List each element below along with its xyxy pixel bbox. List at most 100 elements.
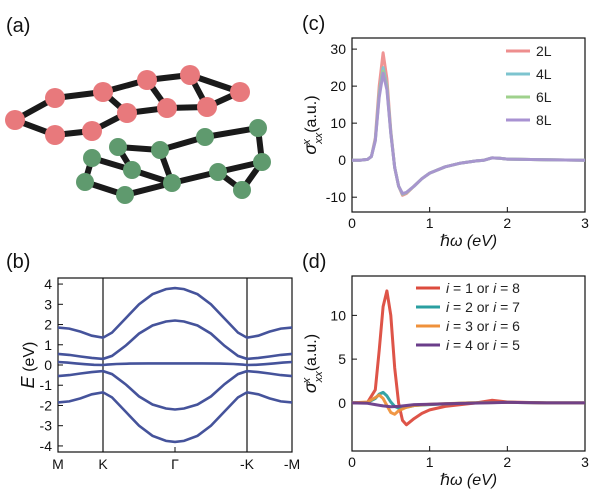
y-tick-label: 2 bbox=[44, 317, 52, 333]
legend-label-part: i bbox=[493, 299, 497, 315]
panel-label-b: (b) bbox=[6, 251, 30, 273]
legend-label: 2L bbox=[536, 43, 552, 59]
legend: 2L 4L 6L 8L bbox=[506, 43, 552, 128]
legend-label-part: = 2 or bbox=[449, 299, 493, 315]
x-tick-label: 0 bbox=[348, 454, 356, 470]
legend-label-part: i bbox=[446, 337, 450, 353]
y-tick-label: 10 bbox=[330, 115, 346, 131]
panel-label-a: (a) bbox=[6, 15, 30, 37]
y-tick-label: -4 bbox=[40, 438, 53, 454]
legend-label-part: i bbox=[493, 318, 497, 334]
y-axis-label: E (eV) bbox=[18, 342, 38, 389]
y-axis-subscript: xx bbox=[313, 132, 325, 145]
carbon-atom-bottom bbox=[196, 128, 214, 146]
legend-label-part: i bbox=[446, 318, 450, 334]
bilayer-lattice-illustration bbox=[5, 65, 271, 204]
carbon-atom-bottom bbox=[209, 163, 227, 181]
carbon-atom-top bbox=[137, 70, 157, 90]
x-tick-label: 1 bbox=[426, 215, 434, 231]
x-tick-label: 3 bbox=[581, 215, 589, 231]
carbon-atom-bottom bbox=[76, 173, 94, 191]
y-axis-symbol: σ bbox=[300, 143, 320, 155]
band-structure-chart: 4 3 2 1 0 -1 -2 -3 -4 M K Γ -K -M E (eV) bbox=[18, 276, 300, 472]
band-line bbox=[57, 369, 293, 411]
x-tick-label: Γ bbox=[171, 456, 179, 472]
panel-label-c: (c) bbox=[302, 13, 325, 35]
legend-label-part: = 6 bbox=[496, 318, 520, 334]
legend-label: i = 1 or i = 8 bbox=[446, 280, 520, 296]
y-tick-label: 30 bbox=[330, 41, 346, 57]
y-tick-label: 3 bbox=[44, 296, 52, 312]
y-axis-label: σxxx (a.u.) bbox=[300, 95, 325, 154]
carbon-atom-top bbox=[180, 65, 200, 85]
x-tick-label: 0 bbox=[348, 215, 356, 231]
x-tick-label: 2 bbox=[503, 215, 511, 231]
y-axis-superscript: x bbox=[301, 139, 313, 146]
y-tick-label: 0 bbox=[44, 357, 52, 373]
plot-frame bbox=[351, 37, 586, 213]
legend-label: i = 3 or i = 6 bbox=[446, 318, 520, 334]
carbon-atom-bottom bbox=[116, 186, 134, 204]
legend-label: 4L bbox=[536, 66, 552, 82]
legend-label: 8L bbox=[536, 112, 552, 128]
carbon-atom-top bbox=[45, 88, 65, 108]
y-tick-label: 20 bbox=[330, 78, 346, 94]
legend-label-part: = 8 bbox=[496, 280, 520, 296]
x-tick-label: 2 bbox=[503, 454, 511, 470]
y-tick-label: 5 bbox=[338, 351, 346, 367]
legend-label-part: = 7 bbox=[496, 299, 520, 315]
y-axis-label: σxxx (a.u.) bbox=[300, 334, 325, 393]
x-tick-label: 3 bbox=[581, 454, 589, 470]
y-axis-superscript: x bbox=[301, 377, 313, 384]
x-tick-label: -M bbox=[284, 456, 300, 472]
carbon-atom-top bbox=[117, 103, 137, 123]
y-axis-unit: (eV) bbox=[21, 342, 38, 377]
top-layer-atoms bbox=[5, 65, 250, 145]
legend-label-part: = 3 or bbox=[449, 318, 493, 334]
series-line bbox=[351, 400, 585, 409]
carbon-atom-top bbox=[197, 97, 217, 117]
x-axis-label: ℏω (eV) bbox=[440, 233, 497, 250]
carbon-atom-top bbox=[230, 82, 250, 102]
y-tick-label: 10 bbox=[330, 307, 346, 323]
carbon-atom-top bbox=[157, 98, 177, 118]
y-axis-unit: (a.u.) bbox=[303, 95, 320, 137]
carbon-atom-bottom bbox=[253, 153, 271, 171]
carbon-atom-top bbox=[5, 110, 25, 130]
carbon-atom-bottom bbox=[233, 181, 251, 199]
carbon-atom-bottom bbox=[163, 174, 181, 192]
band-line bbox=[57, 286, 293, 340]
legend-label: i = 2 or i = 7 bbox=[446, 299, 520, 315]
carbon-atom-bottom bbox=[83, 149, 101, 167]
carbon-atom-top bbox=[45, 125, 65, 145]
y-tick-label: -1 bbox=[40, 377, 53, 393]
y-axis-unit: (a.u.) bbox=[303, 334, 320, 376]
band-line bbox=[57, 390, 293, 444]
legend-label-part: i bbox=[446, 299, 450, 315]
y-axis-symbol: σ bbox=[300, 381, 320, 393]
series-line bbox=[351, 289, 585, 427]
y-axis-variable: E bbox=[18, 375, 38, 388]
legend-label: i = 4 or i = 5 bbox=[446, 337, 520, 353]
panel-label-d: (d) bbox=[302, 251, 326, 273]
legend-label-part: i bbox=[446, 280, 450, 296]
carbon-atom-top bbox=[82, 121, 102, 141]
y-tick-label: 0 bbox=[338, 152, 346, 168]
series-line bbox=[352, 71, 586, 195]
y-tick-label: 4 bbox=[44, 276, 52, 292]
x-tick-label: M bbox=[52, 456, 64, 472]
band-line bbox=[57, 319, 293, 361]
y-tick-label: -3 bbox=[40, 418, 53, 434]
x-axis-label: ℏω (eV) bbox=[440, 472, 497, 489]
legend-label: 6L bbox=[536, 89, 552, 105]
carbon-atom-bottom bbox=[109, 138, 127, 156]
y-tick-label: -10 bbox=[326, 189, 346, 205]
y-tick-label: 0 bbox=[338, 395, 346, 411]
legend: i = 1 or i = 8i = 2 or i = 7i = 3 or i =… bbox=[416, 280, 520, 353]
carbon-atom-bottom bbox=[151, 141, 169, 159]
x-tick-label: 1 bbox=[426, 454, 434, 470]
legend-label-part: = 1 or bbox=[449, 280, 493, 296]
